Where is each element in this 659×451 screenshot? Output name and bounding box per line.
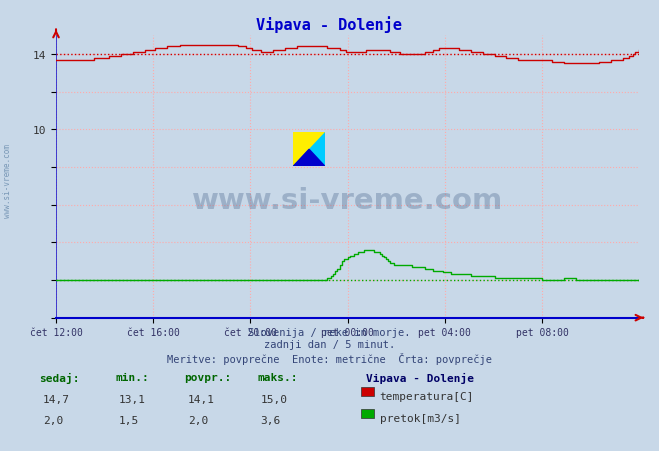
Text: 14,1: 14,1	[188, 394, 215, 404]
Text: zadnji dan / 5 minut.: zadnji dan / 5 minut.	[264, 340, 395, 350]
Text: maks.:: maks.:	[257, 372, 297, 382]
Text: 3,6: 3,6	[260, 415, 281, 425]
Text: Vipava - Dolenje: Vipava - Dolenje	[366, 372, 474, 383]
Text: temperatura[C]: temperatura[C]	[380, 391, 474, 401]
Text: pretok[m3/s]: pretok[m3/s]	[380, 413, 461, 423]
Polygon shape	[293, 133, 325, 167]
Text: www.si-vreme.com: www.si-vreme.com	[192, 187, 503, 215]
Text: 15,0: 15,0	[260, 394, 287, 404]
Text: Slovenija / reke in morje.: Slovenija / reke in morje.	[248, 327, 411, 337]
Text: 14,7: 14,7	[43, 394, 70, 404]
Text: 2,0: 2,0	[188, 415, 208, 425]
Polygon shape	[293, 150, 325, 167]
Text: povpr.:: povpr.:	[185, 372, 232, 382]
Text: 2,0: 2,0	[43, 415, 63, 425]
Text: Meritve: povprečne  Enote: metrične  Črta: povprečje: Meritve: povprečne Enote: metrične Črta:…	[167, 352, 492, 364]
Text: 1,5: 1,5	[119, 415, 139, 425]
Text: min.:: min.:	[115, 372, 149, 382]
Text: www.si-vreme.com: www.si-vreme.com	[3, 143, 13, 217]
Text: Vipava - Dolenje: Vipava - Dolenje	[256, 16, 403, 32]
Text: sedaj:: sedaj:	[40, 372, 80, 383]
Polygon shape	[293, 133, 325, 167]
Text: 13,1: 13,1	[119, 394, 146, 404]
